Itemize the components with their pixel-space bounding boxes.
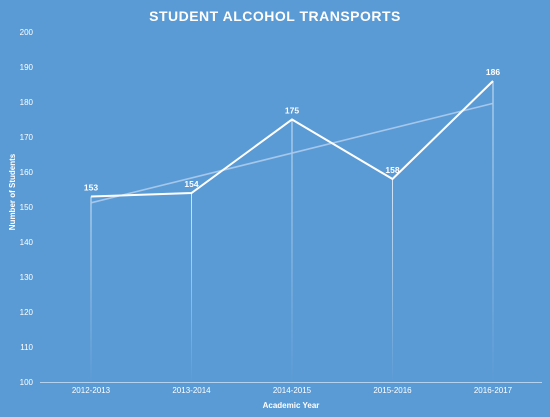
data-label: 175 [285,106,299,116]
series-layer [90,80,494,198]
y-axis-label: Number of Students [8,153,17,230]
data-label: 153 [84,183,98,193]
trendline [90,102,494,204]
drop-lines [90,81,494,382]
drop-line [191,193,192,382]
x-tick-label: 2012-2013 [72,386,111,395]
y-tick-label: 140 [20,238,34,247]
x-tick-label: 2016-2017 [474,386,513,395]
y-tick-labels: 100 110 120 130 140 150 160 170 180 190 200 [20,28,34,387]
drop-line [492,81,494,382]
y-tick-label: 200 [20,28,34,37]
y-tick-label: 160 [20,168,34,177]
y-tick-label: 170 [20,133,34,142]
y-tick-label: 190 [20,63,34,72]
y-tick-label: 130 [20,273,34,282]
drop-line [291,119,293,382]
y-tick-label: 100 [20,378,34,387]
x-axis-label: Academic Year [263,401,320,410]
drop-line [90,196,92,382]
series-line [90,80,494,198]
drop-line [392,179,393,382]
y-tick-label: 150 [20,203,34,212]
y-tick-label: 120 [20,308,34,317]
y-tick-label: 180 [20,98,34,107]
data-label: 158 [385,165,399,175]
data-labels: 153 154 175 158 186 [84,67,500,193]
x-tick-labels: 2012-2013 2013-2014 2014-2015 2015-2016 2016… [72,386,513,395]
trendline-layer [90,102,494,204]
x-tick-label: 2015-2016 [373,386,412,395]
x-tick-label: 2014-2015 [273,386,312,395]
chart-title: STUDENT ALCOHOL TRANSPORTS [149,8,401,24]
y-tick-label: 110 [20,343,33,352]
x-tick-label: 2013-2014 [172,386,211,395]
data-label: 154 [184,179,198,189]
data-label: 186 [486,67,500,77]
